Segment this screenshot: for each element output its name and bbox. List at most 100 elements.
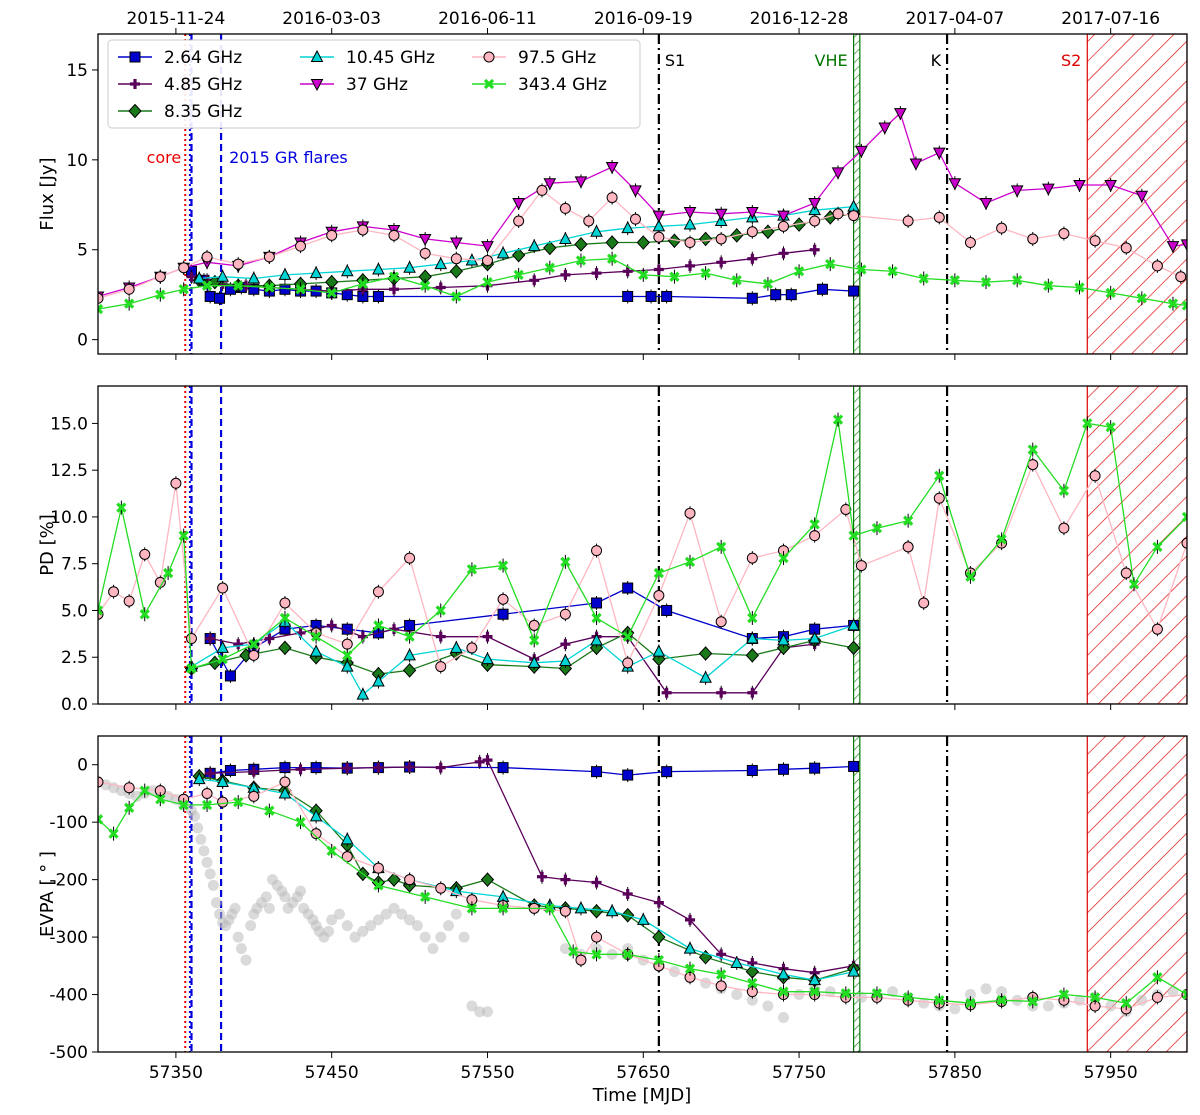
background-point: [323, 925, 335, 937]
data-point: [622, 582, 634, 594]
data-point: [481, 255, 493, 267]
series-343.4-ghz: [98, 783, 1187, 1011]
data-point: [629, 185, 642, 198]
data-point: [574, 901, 588, 914]
data-point: [948, 178, 962, 191]
data-point: [965, 571, 976, 582]
data-point: [1180, 239, 1187, 252]
data-point: [1181, 537, 1187, 549]
data-point: [699, 670, 712, 683]
y-tick-label: -400: [49, 986, 88, 1006]
data-point: [404, 874, 416, 886]
data-point: [214, 292, 226, 304]
data-point: [435, 605, 446, 616]
data-point: [1105, 287, 1116, 299]
background-point: [1105, 1000, 1117, 1012]
data-point: [295, 817, 306, 828]
data-point: [497, 762, 509, 774]
data-point: [589, 903, 604, 919]
data-point: [770, 289, 782, 301]
x-axis-label: Time [MJD]: [592, 1085, 692, 1106]
data-point: [98, 776, 104, 788]
background-point: [295, 885, 307, 897]
data-point: [996, 995, 1007, 1006]
data-point: [746, 226, 758, 238]
y-tick-label: 0: [77, 331, 88, 351]
data-point: [544, 262, 555, 273]
data-point: [481, 241, 494, 254]
data-point: [559, 231, 572, 244]
data-point: [1120, 242, 1132, 254]
data-point: [809, 530, 821, 542]
data-point: [1181, 511, 1187, 523]
data-point: [745, 648, 760, 663]
data-point: [762, 278, 774, 290]
data-point: [388, 271, 400, 282]
data-point: [590, 633, 603, 646]
data-point: [809, 762, 821, 774]
legend-marker: [310, 49, 324, 62]
vhe-label: VHE: [815, 51, 848, 70]
data-point: [1089, 470, 1101, 482]
data-point: [497, 560, 509, 571]
data-point: [715, 616, 727, 628]
data-point: [590, 224, 603, 237]
data-point: [139, 785, 150, 796]
data-point: [965, 998, 976, 1009]
data-point: [777, 967, 790, 980]
s1-label: S1: [665, 51, 685, 70]
data-point: [1181, 989, 1187, 1000]
data-point: [684, 237, 696, 249]
y-tick-label: -100: [49, 813, 88, 833]
data-point: [606, 253, 618, 264]
data-point: [902, 541, 914, 553]
data-point: [621, 221, 635, 234]
k-label: K: [931, 51, 942, 70]
data-point: [233, 639, 244, 650]
data-point: [661, 766, 673, 778]
data-point: [622, 949, 633, 960]
data-point: [622, 769, 634, 781]
data-point: [591, 597, 603, 609]
data-point: [645, 290, 657, 302]
data-point: [466, 642, 478, 654]
legend-item: 97.5 GHz: [472, 48, 596, 68]
data-point: [778, 986, 789, 997]
data-point: [98, 303, 104, 315]
data-point: [746, 631, 759, 644]
polarization-degree-panel: 0.0 2.5 5.0 7.5 10.0 12.5 15.0 PD [%]: [37, 385, 1188, 715]
data-point: [295, 240, 307, 252]
data-point: [1152, 972, 1163, 983]
top-date-axis: 2015-11-24 2016-03-03 2016-06-11 2016-09-19…: [126, 9, 1160, 29]
data-point: [808, 197, 821, 211]
data-point: [419, 247, 431, 259]
data-point: [778, 552, 789, 564]
core-label: core: [147, 148, 182, 167]
background-point: [380, 908, 392, 920]
data-point: [420, 891, 431, 903]
data-point: [123, 595, 135, 607]
data-point: [192, 772, 206, 785]
data-point: [341, 638, 353, 650]
background-point: [824, 986, 836, 998]
data-point: [216, 269, 229, 282]
data-point: [356, 687, 370, 700]
data-point: [1181, 300, 1187, 311]
data-point: [809, 215, 821, 227]
data-point: [155, 289, 166, 300]
background-point: [450, 908, 462, 920]
legend-label: 343.4 GHz: [518, 75, 607, 95]
data-point: [178, 262, 190, 274]
data-point: [204, 290, 216, 302]
data-point: [154, 271, 166, 283]
data-point: [1058, 228, 1070, 240]
data-point: [816, 283, 828, 295]
data-point: [295, 284, 306, 295]
legend-item: 4.85 GHz: [118, 75, 242, 95]
data-point: [513, 269, 524, 281]
data-point: [761, 224, 775, 239]
data-point: [1027, 444, 1038, 455]
data-point: [559, 905, 571, 917]
data-point: [638, 269, 649, 281]
data-point: [652, 929, 666, 945]
